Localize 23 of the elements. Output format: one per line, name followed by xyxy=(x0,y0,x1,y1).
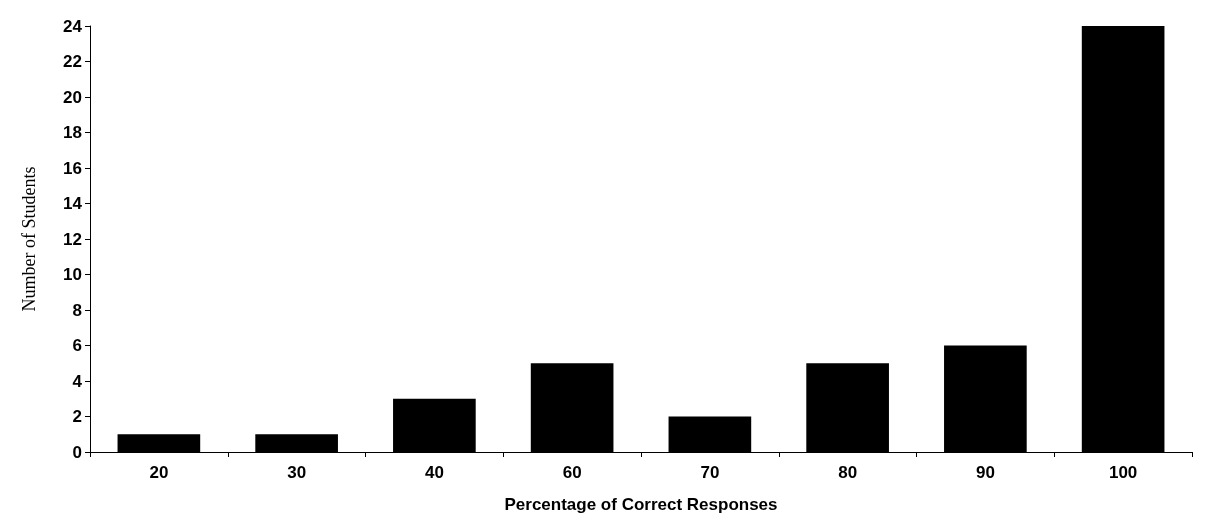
y-tick-label: 0 xyxy=(72,442,82,462)
y-tick-label: 8 xyxy=(72,300,82,320)
y-tick-label: 20 xyxy=(63,87,82,107)
y-tick-label: 2 xyxy=(72,407,82,426)
y-tick-label: 14 xyxy=(63,194,83,213)
y-tick-label: 24 xyxy=(63,16,83,36)
y-tick-label: 16 xyxy=(63,158,82,178)
x-tick-label: 30 xyxy=(287,463,307,482)
y-tick-label: 10 xyxy=(63,265,82,284)
x-tick-label: 100 xyxy=(1108,463,1138,482)
x-tick-label: 70 xyxy=(700,463,720,482)
y-tick-label: 4 xyxy=(72,371,83,391)
x-tick-label: 60 xyxy=(562,463,582,482)
x-tick-label: 40 xyxy=(424,463,444,482)
y-tick-label: 12 xyxy=(63,229,82,249)
y-tick-label: 6 xyxy=(72,336,82,355)
y-tick-label: 18 xyxy=(63,123,82,142)
y-axis-title: Number of Students xyxy=(19,166,39,312)
y-tick-label: 22 xyxy=(63,52,82,71)
x-axis-title: Percentage of Correct Responses xyxy=(504,495,778,514)
x-tick-label: 20 xyxy=(149,463,169,482)
x-tick-label: 90 xyxy=(975,463,995,482)
x-tick-label: 80 xyxy=(838,463,858,482)
